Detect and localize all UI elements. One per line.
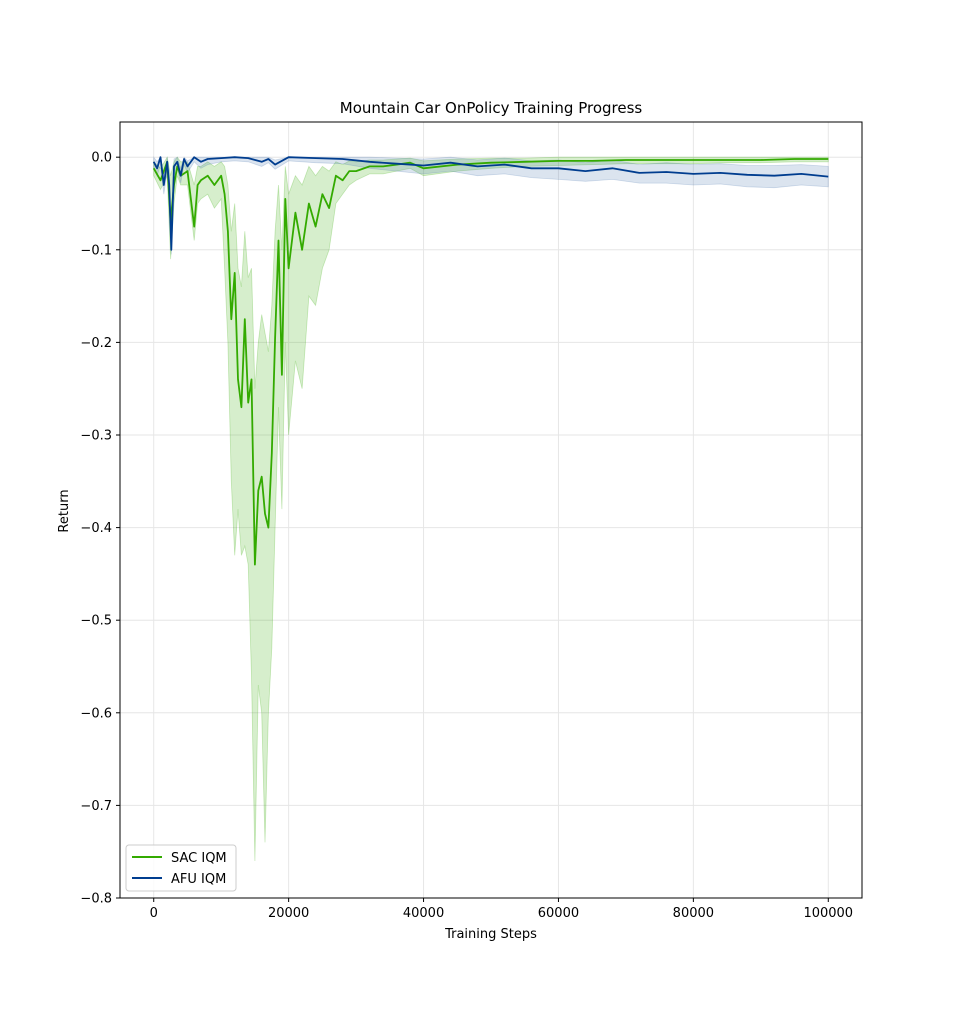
chart-title: Mountain Car OnPolicy Training Progress: [340, 99, 643, 117]
x-tick-label: 100000: [803, 906, 853, 921]
y-tick-label: −0.5: [80, 614, 112, 629]
x-axis-title: Training Steps: [444, 927, 537, 942]
x-tick-label: 60000: [538, 906, 579, 921]
legend-label-afu: AFU IQM: [171, 872, 226, 887]
y-tick-label: 0.0: [91, 151, 112, 166]
y-tick-label: −0.7: [80, 799, 112, 814]
legend-label-sac: SAC IQM: [171, 851, 227, 866]
y-axis-ticks: 0.0 −0.1 −0.2 −0.3 −0.4 −0.5 −0.6 −0.7 −0.8: [80, 151, 120, 907]
x-tick-label: 80000: [673, 906, 714, 921]
x-tick-label: 0: [150, 906, 158, 921]
plot-area-frame: [119, 121, 863, 899]
y-tick-label: −0.1: [80, 243, 112, 258]
afu-iqm-band: [153, 155, 829, 255]
series-lines: [152, 156, 829, 566]
grid-lines: [120, 122, 862, 899]
sac-iqm-band: [153, 156, 829, 862]
y-tick-label: −0.4: [80, 521, 112, 536]
x-tick-label: 20000: [268, 906, 309, 921]
x-axis-ticks: 0 20000 40000 60000 80000 100000: [150, 898, 853, 921]
confidence-bands: [153, 155, 829, 862]
y-axis-title: Return: [57, 489, 72, 532]
y-tick-label: −0.2: [80, 336, 112, 351]
x-tick-label: 40000: [403, 906, 444, 921]
y-tick-label: −0.6: [80, 706, 112, 721]
sac-iqm-line: [152, 158, 829, 566]
afu-iqm-line: [152, 156, 829, 251]
y-tick-label: −0.3: [80, 428, 112, 443]
y-tick-label: −0.8: [80, 892, 112, 907]
legend: SAC IQM AFU IQM: [125, 844, 237, 892]
